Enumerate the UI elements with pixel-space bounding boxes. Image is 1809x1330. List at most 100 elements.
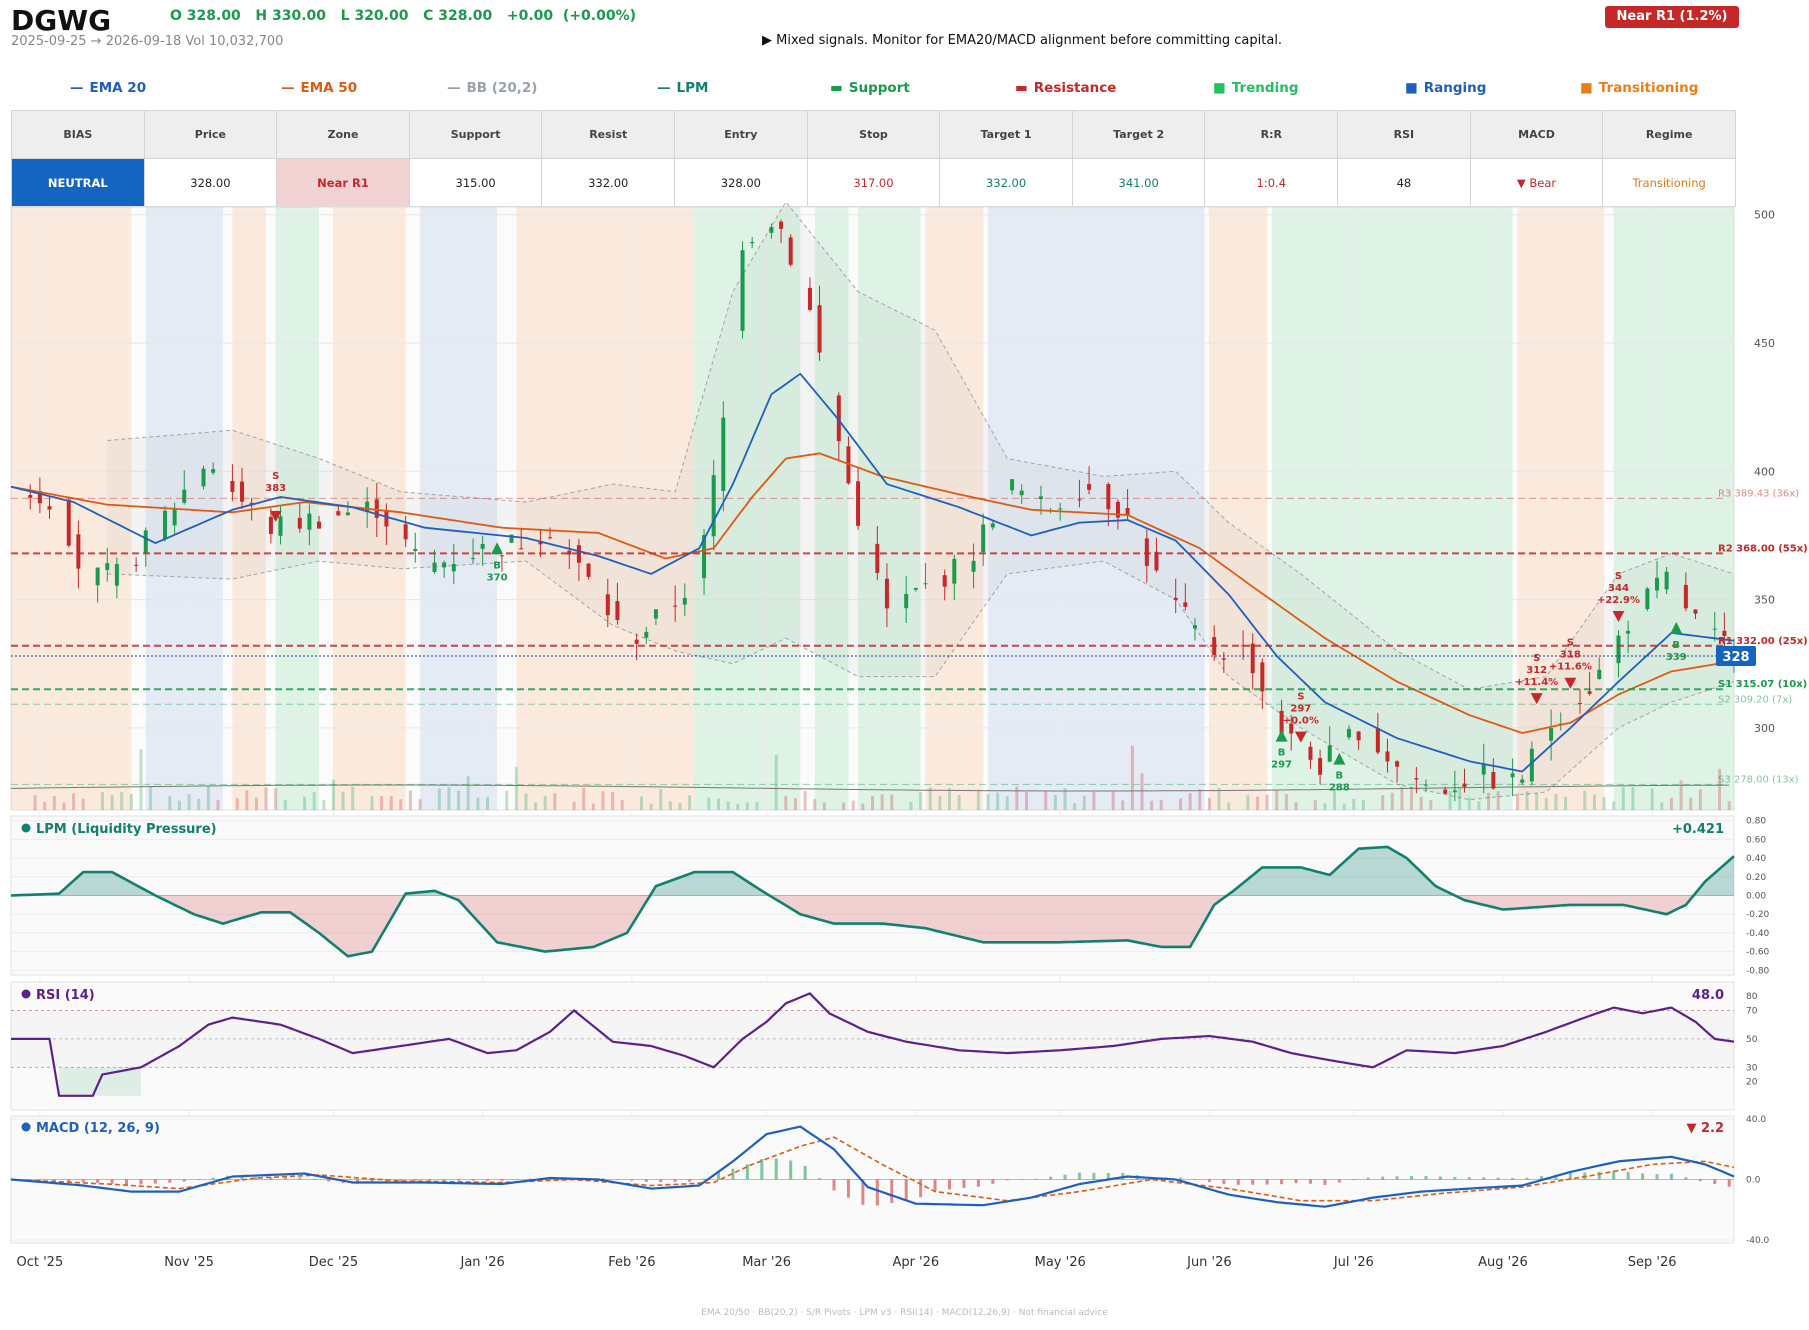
volume-bar: [1063, 788, 1067, 810]
macd-histogram-bar: [442, 1179, 446, 1181]
macd-histogram-bar: [615, 1179, 619, 1180]
sell-signal-marker: [1530, 693, 1543, 705]
macd-histogram-bar: [1323, 1179, 1327, 1185]
legend-item-ema-20: — EMA 20: [70, 80, 146, 96]
table-header-target-1: Target 1: [939, 110, 1073, 159]
candle-body: [567, 550, 572, 555]
buy-signal-marker: [491, 542, 504, 555]
candle-body: [807, 287, 812, 310]
candle-body: [1452, 790, 1457, 793]
candle-body: [365, 501, 370, 513]
candle-body: [740, 250, 745, 331]
candle-body: [1077, 499, 1082, 501]
volume-bar: [1159, 799, 1163, 810]
macd-histogram-bar: [1698, 1179, 1702, 1182]
lpm-tick-label: -0.40: [1746, 929, 1770, 939]
volume-bar: [1198, 789, 1202, 810]
table-header-price: Price: [143, 110, 278, 159]
candle-body: [336, 511, 341, 516]
candle-body: [28, 495, 33, 498]
candle-body: [971, 560, 976, 572]
legend-label: Trending: [1231, 80, 1299, 96]
volume-bar: [649, 803, 653, 810]
regime-band-trending: [1613, 207, 1734, 810]
sell-signal-marker: [1564, 677, 1577, 689]
legend-item-ema-50: — EMA 50: [281, 80, 357, 96]
candle-body: [605, 594, 610, 616]
macd-histogram-bar: [1612, 1171, 1616, 1180]
lpm-title: LPM (Liquidity Pressure): [36, 822, 217, 837]
candle-body: [172, 507, 177, 526]
volume-bar: [1487, 792, 1491, 810]
ema20-line: [10, 372, 1735, 773]
table-header-r-r: R:R: [1204, 110, 1339, 159]
legend-swatch: ▬: [1015, 80, 1028, 96]
volume-bar: [1669, 797, 1673, 810]
macd-histogram-bar: [774, 1158, 778, 1180]
macd-histogram-bar: [125, 1179, 129, 1185]
volume-bar: [1217, 787, 1221, 810]
macd-histogram-bar: [1410, 1176, 1414, 1180]
macd-histogram-bar: [1020, 1179, 1024, 1180]
volume-bar: [755, 802, 759, 810]
macd-histogram-bar: [1727, 1179, 1731, 1187]
candle-body: [1010, 479, 1015, 491]
candle-body: [1221, 658, 1226, 660]
volume-bar: [582, 787, 586, 810]
macd-histogram-bar: [1352, 1179, 1356, 1181]
candle-body: [163, 510, 168, 540]
buy-signal-label: B: [493, 560, 501, 571]
candle-body: [875, 543, 880, 573]
volume-bar: [168, 796, 172, 810]
ticker-symbol: DGWG: [11, 4, 112, 37]
macd-histogram-bar: [904, 1179, 908, 1201]
candle-body: [1722, 630, 1727, 636]
macd-histogram-bar: [457, 1179, 461, 1181]
candle-body: [114, 563, 119, 586]
volume-bar: [1044, 790, 1048, 810]
table-cell-resist: 332.00: [541, 158, 676, 207]
price-tick-label: 300: [1754, 722, 1775, 735]
candle-body: [586, 563, 591, 577]
regime-band-transitioning: [1209, 207, 1268, 810]
candle-body: [1058, 508, 1063, 510]
table-cell-zone: Near R1: [276, 158, 410, 207]
volume-bar: [485, 796, 489, 810]
regime-band-ranging: [420, 207, 498, 810]
candle-body: [1395, 761, 1400, 767]
macd-histogram-bar: [197, 1179, 201, 1180]
macd-histogram-bar: [976, 1179, 980, 1187]
macd-histogram-bar: [370, 1179, 374, 1183]
legend-label: LPM: [676, 80, 709, 96]
sell-signal-label: 312: [1526, 665, 1547, 676]
macd-histogram-bar: [312, 1179, 316, 1180]
macd-histogram-bar: [254, 1177, 258, 1180]
macd-histogram-bar: [933, 1179, 937, 1191]
candle-body: [519, 548, 524, 550]
volume-bar: [1025, 792, 1029, 810]
volume-bar: [948, 788, 952, 810]
candle-body: [249, 502, 254, 505]
volume-bar: [1333, 790, 1337, 810]
candle-body: [499, 555, 504, 557]
candle-body: [230, 481, 235, 492]
ohlc-readout: O 328.00 H 330.00 L 320.00 C 328.00 +0.0…: [170, 8, 637, 24]
macd-histogram-bar: [1467, 1177, 1471, 1180]
sell-signal-label: S: [1567, 638, 1574, 649]
volume-bar: [283, 799, 287, 810]
volume-bar: [1679, 780, 1683, 810]
sell-signal-label: S: [272, 471, 279, 482]
candle-body: [413, 549, 418, 551]
legend-item-resistance: ▬ Resistance: [1015, 80, 1116, 96]
candle-body: [66, 499, 71, 546]
macd-histogram-bar: [153, 1179, 157, 1184]
volume-bar: [1073, 803, 1077, 810]
volume-bar: [1544, 797, 1548, 810]
macd-histogram-bar: [67, 1179, 71, 1182]
macd-title: MACD (12, 26, 9): [36, 1121, 160, 1136]
x-axis-tick-label: Mar '26: [742, 1255, 791, 1270]
macd-histogram-bar: [1641, 1173, 1645, 1180]
volume-bar: [688, 795, 692, 810]
candle-body: [1443, 789, 1448, 794]
table-cell-support: 315.00: [408, 158, 543, 207]
